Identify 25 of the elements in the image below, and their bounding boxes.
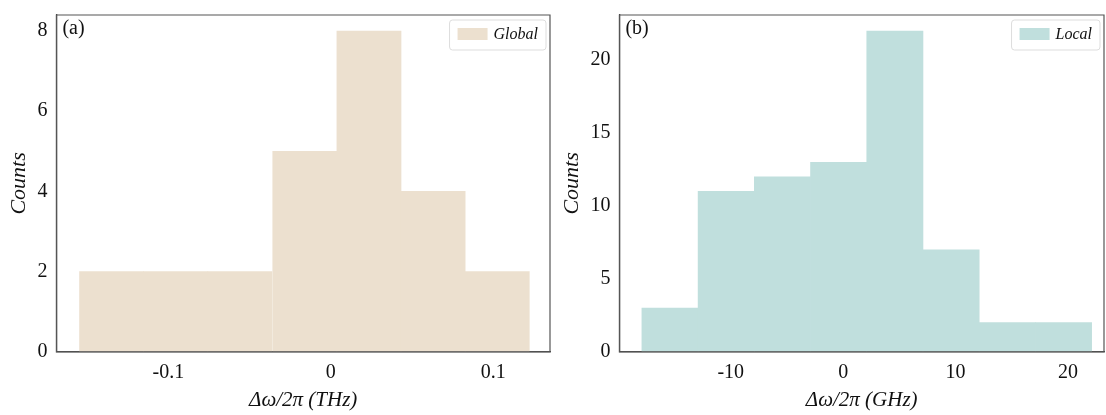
- y-tick-label: 2: [37, 258, 48, 281]
- y-tick-label: 15: [590, 120, 611, 143]
- y-tick-label: 10: [590, 193, 611, 216]
- x-tick-label: 20: [1058, 360, 1079, 383]
- annotation: (a): [62, 16, 85, 40]
- x-tick-label: -10: [717, 360, 745, 383]
- y-axis-title: Counts: [557, 152, 583, 215]
- annotation: (b): [625, 16, 649, 40]
- x-tick-label: 0.1: [480, 360, 506, 383]
- x-tick-label: 0: [325, 360, 336, 383]
- y-tick-label: 5: [600, 266, 611, 289]
- y-tick-label: 20: [590, 47, 611, 70]
- y-tick-label: 0: [37, 339, 48, 362]
- legend-label: Global: [493, 25, 539, 43]
- x-axis-title: Δω/2π (THz): [248, 386, 358, 411]
- x-tick-label: -0.1: [152, 360, 185, 383]
- x-axis-title: Δω/2π (GHz): [804, 386, 918, 411]
- y-tick-label: 4: [37, 178, 48, 201]
- y-tick-label: 6: [37, 98, 48, 121]
- x-tick-label: 0: [838, 360, 849, 383]
- legend-label: Local: [1054, 25, 1093, 43]
- y-axis-title: Counts: [4, 152, 30, 215]
- y-tick-label: 8: [37, 18, 48, 41]
- y-tick-label: 0: [600, 339, 611, 362]
- x-tick-label: 10: [945, 360, 966, 383]
